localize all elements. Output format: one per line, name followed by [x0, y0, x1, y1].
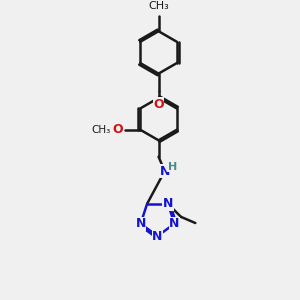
Text: N: N	[135, 217, 146, 230]
Text: CH₃: CH₃	[91, 125, 110, 135]
Text: CH₃: CH₃	[148, 2, 169, 11]
Text: O: O	[153, 98, 164, 111]
Text: H: H	[168, 162, 177, 172]
Text: N: N	[152, 230, 163, 242]
Text: N: N	[163, 197, 173, 210]
Text: O: O	[112, 123, 123, 136]
Text: N: N	[160, 165, 170, 178]
Text: N: N	[169, 217, 180, 230]
